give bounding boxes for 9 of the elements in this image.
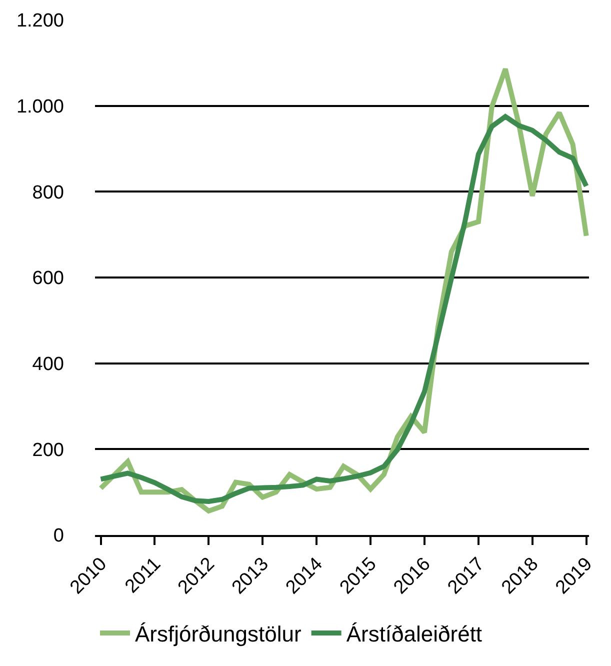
y-tick-label: 200 xyxy=(32,440,64,461)
y-tick-label: 600 xyxy=(32,268,64,290)
legend-label: Ársfjórðungstölur xyxy=(135,622,302,647)
y-tick-label: 400 xyxy=(32,354,64,375)
y-tick-label: 1.200 xyxy=(16,10,64,32)
legend-label: Árstíðaleiðrétt xyxy=(346,622,482,647)
y-tick-label: 0 xyxy=(53,526,64,547)
y-tick-label: 1.000 xyxy=(16,96,64,118)
y-tick-label: 800 xyxy=(32,182,64,204)
